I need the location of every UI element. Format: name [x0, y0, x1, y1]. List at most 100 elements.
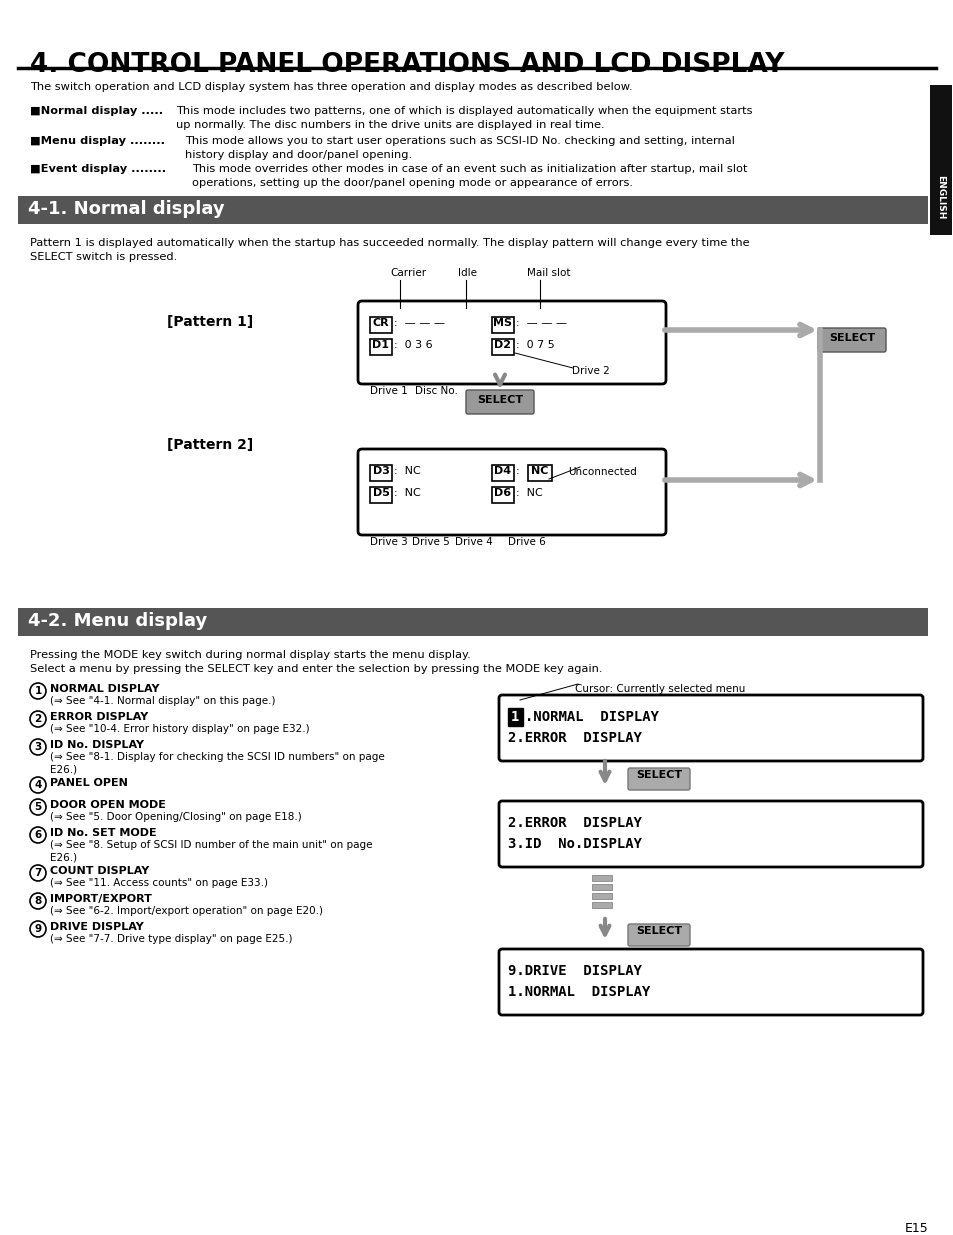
Text: SELECT: SELECT — [636, 926, 681, 936]
Text: :  0 7 5: : 0 7 5 — [516, 340, 554, 350]
Text: ERROR DISPLAY: ERROR DISPLAY — [50, 713, 148, 722]
Text: operations, setting up the door/panel opening mode or appearance of errors.: operations, setting up the door/panel op… — [192, 178, 633, 188]
Text: 4-2. Menu display: 4-2. Menu display — [28, 613, 207, 630]
Text: E26.): E26.) — [50, 764, 77, 774]
FancyBboxPatch shape — [357, 450, 665, 535]
Circle shape — [30, 683, 46, 699]
Text: 6: 6 — [34, 830, 42, 840]
Bar — [492, 317, 514, 333]
Text: 7: 7 — [34, 868, 42, 878]
Circle shape — [30, 799, 46, 815]
Text: ID No. DISPLAY: ID No. DISPLAY — [50, 740, 144, 750]
Text: D3: D3 — [373, 466, 389, 475]
Text: 2: 2 — [34, 714, 42, 724]
Text: :  NC: : NC — [394, 488, 420, 498]
Text: The switch operation and LCD display system has three operation and display mode: The switch operation and LCD display sys… — [30, 82, 632, 91]
Text: (⇒ See "11. Access counts" on page E33.): (⇒ See "11. Access counts" on page E33.) — [50, 878, 268, 888]
Text: NC: NC — [531, 466, 548, 475]
FancyBboxPatch shape — [498, 948, 923, 1015]
Bar — [370, 338, 392, 354]
Text: 4-1. Normal display: 4-1. Normal display — [28, 200, 224, 219]
Text: This mode allows you to start user operations such as SCSI-ID No. checking and s: This mode allows you to start user opera… — [185, 136, 734, 146]
Bar — [592, 893, 612, 899]
Text: COUNT DISPLAY: COUNT DISPLAY — [50, 866, 149, 876]
Text: up normally. The disc numbers in the drive units are displayed in real time.: up normally. The disc numbers in the dri… — [175, 120, 604, 130]
Text: ■Event display ........: ■Event display ........ — [30, 164, 166, 174]
Text: SELECT switch is pressed.: SELECT switch is pressed. — [30, 252, 177, 262]
Bar — [492, 487, 514, 503]
FancyBboxPatch shape — [357, 301, 665, 384]
FancyBboxPatch shape — [817, 329, 885, 352]
Text: Pattern 1 is displayed automatically when the startup has succeeded normally. Th: Pattern 1 is displayed automatically whe… — [30, 238, 749, 248]
Text: Unconnected: Unconnected — [567, 467, 636, 477]
Text: :  NC: : NC — [516, 488, 542, 498]
Bar — [492, 338, 514, 354]
Text: :  — — —: : — — — — [394, 317, 444, 329]
Text: Disc No.: Disc No. — [415, 387, 457, 396]
Text: ID No. SET MODE: ID No. SET MODE — [50, 827, 156, 839]
Text: D6: D6 — [494, 488, 511, 498]
Text: (⇒ See "8. Setup of SCSI ID number of the main unit" on page: (⇒ See "8. Setup of SCSI ID number of th… — [50, 840, 372, 850]
Text: Drive 3: Drive 3 — [370, 537, 407, 547]
Text: :  NC: : NC — [394, 466, 420, 475]
Bar — [507, 708, 522, 726]
Text: history display and door/panel opening.: history display and door/panel opening. — [185, 149, 412, 161]
Text: Idle: Idle — [457, 268, 476, 278]
Circle shape — [30, 777, 46, 793]
Text: SELECT: SELECT — [476, 395, 522, 405]
Text: 5: 5 — [34, 802, 42, 811]
Text: E26.): E26.) — [50, 852, 77, 862]
Text: D2: D2 — [494, 340, 511, 350]
Text: 8: 8 — [34, 897, 42, 906]
Text: 4. CONTROL PANEL OPERATIONS AND LCD DISPLAY: 4. CONTROL PANEL OPERATIONS AND LCD DISP… — [30, 52, 783, 78]
Text: Pressing the MODE key switch during normal display starts the menu display.: Pressing the MODE key switch during norm… — [30, 650, 470, 659]
Circle shape — [30, 864, 46, 881]
Text: This mode overrides other modes in case of an event such as initialization after: This mode overrides other modes in case … — [192, 164, 747, 174]
Text: (⇒ See "7-7. Drive type display" on page E25.): (⇒ See "7-7. Drive type display" on page… — [50, 934, 293, 944]
Text: (⇒ See "10-4. Error history display" on page E32.): (⇒ See "10-4. Error history display" on … — [50, 724, 310, 734]
Bar — [370, 466, 392, 480]
Text: Mail slot: Mail slot — [526, 268, 570, 278]
FancyBboxPatch shape — [627, 768, 689, 790]
Text: Drive 1: Drive 1 — [370, 387, 407, 396]
Text: 9: 9 — [34, 924, 42, 934]
FancyBboxPatch shape — [627, 924, 689, 946]
FancyBboxPatch shape — [498, 695, 923, 761]
Text: SELECT: SELECT — [828, 333, 874, 343]
Text: Drive 4: Drive 4 — [455, 537, 493, 547]
Text: MS: MS — [493, 317, 512, 329]
Text: DOOR OPEN MODE: DOOR OPEN MODE — [50, 800, 166, 810]
Text: [Pattern 2]: [Pattern 2] — [167, 438, 253, 452]
Text: Drive 2: Drive 2 — [572, 366, 609, 375]
Text: ENGLISH: ENGLISH — [936, 175, 944, 220]
Text: Carrier: Carrier — [390, 268, 426, 278]
Bar — [929, 85, 951, 235]
Text: 2.ERROR  DISPLAY: 2.ERROR DISPLAY — [507, 731, 641, 745]
FancyBboxPatch shape — [465, 390, 534, 414]
Text: SELECT: SELECT — [636, 769, 681, 781]
Text: NORMAL DISPLAY: NORMAL DISPLAY — [50, 684, 159, 694]
Text: 3: 3 — [34, 742, 42, 752]
Text: :: : — [516, 466, 526, 475]
Text: 1: 1 — [510, 710, 518, 724]
Bar — [370, 317, 392, 333]
Text: ■Normal display .....: ■Normal display ..... — [30, 106, 163, 116]
Circle shape — [30, 893, 46, 909]
Text: (⇒ See "8-1. Display for checking the SCSI ID numbers" on page: (⇒ See "8-1. Display for checking the SC… — [50, 752, 384, 762]
Text: Select a menu by pressing the SELECT key and enter the selection by pressing the: Select a menu by pressing the SELECT key… — [30, 664, 602, 674]
Text: .NORMAL  DISPLAY: .NORMAL DISPLAY — [524, 710, 659, 724]
Text: DRIVE DISPLAY: DRIVE DISPLAY — [50, 923, 144, 932]
Text: [Pattern 1]: [Pattern 1] — [167, 315, 253, 329]
Text: 1: 1 — [34, 685, 42, 697]
Bar — [370, 487, 392, 503]
Text: E15: E15 — [904, 1221, 928, 1235]
Circle shape — [30, 921, 46, 937]
Text: :  0 3 6: : 0 3 6 — [394, 340, 432, 350]
Text: Cursor: Currently selected menu: Cursor: Currently selected menu — [575, 684, 744, 694]
Text: 4: 4 — [34, 781, 42, 790]
Bar — [592, 876, 612, 881]
Circle shape — [30, 711, 46, 727]
Text: This mode includes two patterns, one of which is displayed automatically when th: This mode includes two patterns, one of … — [175, 106, 752, 116]
Text: PANEL OPEN: PANEL OPEN — [50, 778, 128, 788]
Text: (⇒ See "6-2. Import/export operation" on page E20.): (⇒ See "6-2. Import/export operation" on… — [50, 906, 323, 916]
